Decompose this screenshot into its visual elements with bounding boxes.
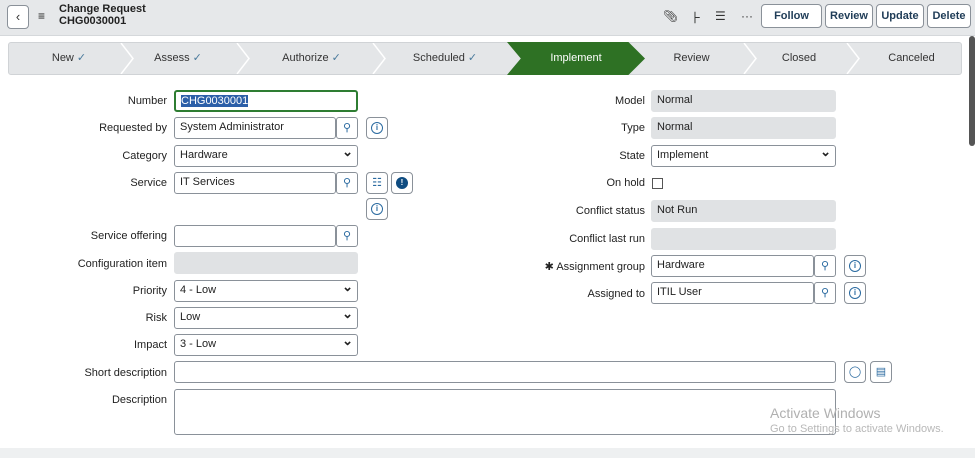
configuration-item-label: Configuration item [77, 258, 167, 270]
on-hold-label: On hold [606, 177, 645, 189]
category-select[interactable]: Hardware [174, 144, 358, 167]
number-label: Number [127, 95, 167, 107]
conflict-last-run-field [651, 228, 836, 250]
form-title: Change Request CHG0030001 [59, 3, 146, 27]
model-field: Normal [651, 90, 836, 112]
search-icon[interactable]: ⚲ [814, 255, 836, 277]
assignment-group-label: ✱ Assignment group [544, 261, 645, 273]
alert-icon[interactable]: ! [391, 172, 413, 194]
type-label: Type [621, 122, 645, 134]
delete-button[interactable]: Delete [927, 4, 971, 28]
lightbulb-icon[interactable]: ◯ [844, 361, 866, 383]
priority-select[interactable]: 4 - Low [174, 279, 358, 302]
check-icon: ✓ [467, 52, 478, 64]
category-label: Category [122, 150, 167, 162]
stage-review[interactable]: Review [673, 52, 710, 64]
service-label: Service [130, 177, 167, 189]
model-label: Model [615, 95, 645, 107]
description-label: Description [111, 394, 167, 406]
activity-icon[interactable]: ⺊ [690, 11, 703, 25]
service-offering-field[interactable] [174, 225, 336, 247]
service-field[interactable]: IT Services [174, 172, 336, 194]
more-icon[interactable]: ··· [741, 9, 753, 23]
state-select[interactable]: Implement [651, 144, 836, 167]
stage-new[interactable]: New ✓ [51, 52, 87, 64]
impact-select[interactable]: 3 - Low [174, 333, 358, 356]
conflict-status-label: Conflict status [575, 205, 645, 217]
number-field[interactable]: CHG0030001 [174, 90, 358, 112]
number-value: CHG0030001 [181, 95, 249, 107]
check-icon: ✓ [192, 52, 202, 64]
back-button[interactable]: ‹ [7, 5, 29, 29]
service-offering-label: Service offering [90, 230, 167, 242]
search-icon[interactable]: ⚲ [336, 172, 358, 194]
form-header: ‹ ≡ Change Request CHG0030001 📎︎ ⺊ ☰ ··· … [0, 0, 975, 36]
info-icon[interactable]: i [366, 198, 388, 220]
risk-select[interactable]: Low [174, 306, 358, 329]
stage-closed[interactable]: Closed [781, 52, 817, 64]
info-icon[interactable]: i [366, 117, 388, 139]
assigned-to-label: Assigned to [587, 288, 645, 300]
info-icon[interactable]: i [844, 255, 866, 277]
short-description-label: Short description [84, 367, 167, 379]
hamburger-menu-icon[interactable]: ≡ [38, 9, 46, 23]
watermark-subtitle: Go to Settings to activate Windows. [770, 423, 944, 435]
conflict-last-run-label: Conflict last run [569, 233, 645, 245]
short-description-field[interactable] [174, 361, 836, 383]
conflict-status-field: Not Run [651, 200, 836, 222]
watermark-title: Activate Windows [770, 405, 881, 421]
risk-label: Risk [145, 312, 167, 324]
footer-strip [0, 448, 975, 458]
review-button[interactable]: Review [825, 4, 873, 28]
type-field: Normal [651, 117, 836, 139]
on-hold-checkbox[interactable] [652, 178, 663, 189]
follow-button[interactable]: Follow [761, 4, 822, 28]
configuration-item-field [174, 252, 358, 274]
info-icon[interactable]: i [844, 282, 866, 304]
assigned-to-field[interactable]: ITIL User [651, 282, 814, 304]
record-type: Change Request [59, 3, 146, 15]
requested-by-field[interactable]: System Administrator [174, 117, 336, 139]
check-icon: ✓ [331, 52, 341, 64]
stage-implement[interactable]: Implement [507, 42, 645, 75]
required-icon: ✱ [544, 261, 554, 273]
assignment-group-field[interactable]: Hardware [651, 255, 814, 277]
stage-canceled[interactable]: Canceled [888, 52, 935, 64]
priority-label: Priority [132, 285, 167, 297]
settings-sliders-icon[interactable]: ☰ [715, 9, 726, 23]
stage-assess[interactable]: Assess ✓ [154, 52, 202, 64]
stage-scheduled[interactable]: Scheduled ✓ [412, 52, 478, 64]
state-label: State [619, 150, 645, 162]
check-icon: ✓ [76, 52, 87, 64]
stage-authorize[interactable]: Authorize ✓ [282, 52, 341, 64]
paperclip-icon[interactable]: 📎︎ [663, 9, 679, 23]
template-icon[interactable]: ▤ [870, 361, 892, 383]
stage-separators [120, 43, 860, 74]
scrollbar[interactable] [969, 36, 975, 146]
update-button[interactable]: Update [876, 4, 924, 28]
record-number: CHG0030001 [59, 15, 127, 27]
search-icon[interactable]: ⚲ [336, 225, 358, 247]
requested-by-label: Requested by [99, 122, 167, 134]
search-icon[interactable]: ⚲ [814, 282, 836, 304]
stage-progress-bar: New ✓ Assess ✓ Authorize ✓ Scheduled ✓ Imple… [8, 42, 962, 75]
impact-label: Impact [133, 339, 167, 351]
description-field[interactable] [174, 389, 836, 435]
search-icon[interactable]: ⚲ [336, 117, 358, 139]
dependency-map-icon[interactable]: ☷ [366, 172, 388, 194]
